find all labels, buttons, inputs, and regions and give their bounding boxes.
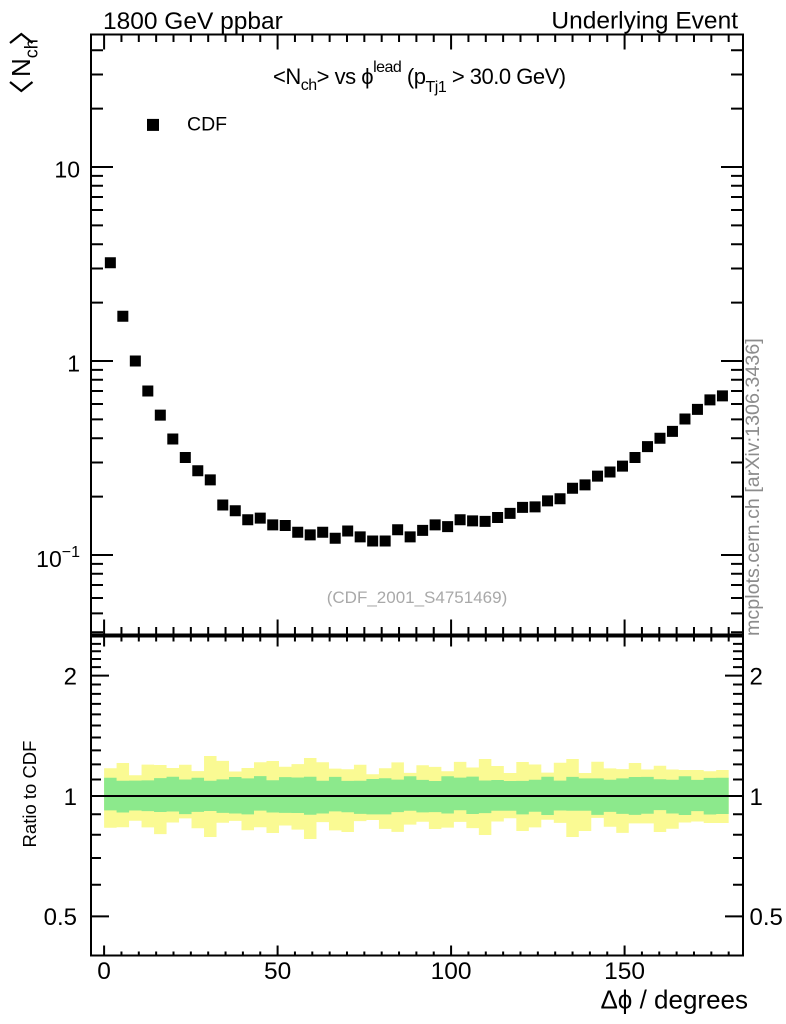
svg-text:1: 1: [67, 350, 80, 376]
svg-text:mcplots.cern.ch [arXiv:1306.34: mcplots.cern.ch [arXiv:1306.3436]: [742, 338, 764, 636]
svg-text:0: 0: [97, 958, 111, 985]
svg-text:50: 50: [264, 958, 291, 985]
svg-text:0.5: 0.5: [750, 904, 783, 931]
svg-text:0.5: 0.5: [44, 904, 77, 931]
svg-text:Underlying Event: Underlying Event: [551, 8, 738, 35]
svg-text:Ratio to CDF: Ratio to CDF: [19, 741, 40, 848]
svg-text:CDF: CDF: [187, 113, 227, 135]
svg-text:1: 1: [64, 784, 77, 811]
svg-text:10: 10: [54, 156, 80, 182]
svg-text:100: 100: [431, 958, 472, 985]
svg-text:Δϕ / degrees: Δϕ / degrees: [600, 985, 748, 1015]
svg-text:(CDF_2001_S4751469): (CDF_2001_S4751469): [327, 588, 508, 607]
svg-text:150: 150: [604, 958, 645, 985]
svg-text:1800 GeV ppbar: 1800 GeV ppbar: [103, 8, 283, 35]
svg-text:1: 1: [750, 784, 763, 811]
svg-text:2: 2: [750, 663, 763, 690]
svg-text:2: 2: [64, 663, 77, 690]
